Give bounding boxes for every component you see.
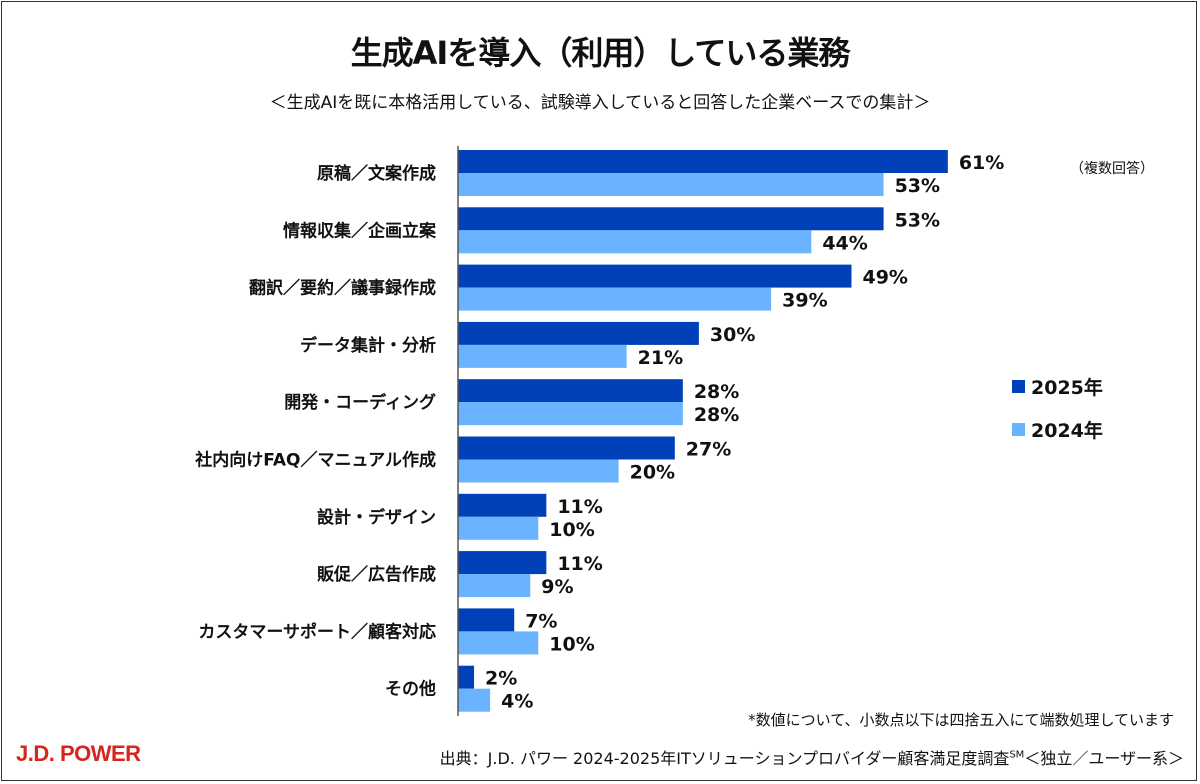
value-label: 28% <box>694 404 739 426</box>
legend-swatch-2024 <box>1012 423 1025 436</box>
source-note: 出典：J.D. パワー 2024-2025年ITソリューションプロバイダー顧客満… <box>440 745 1184 769</box>
bar-2024-6 <box>458 516 539 540</box>
category-label: データ集計・分析 <box>300 335 436 356</box>
value-label: 7% <box>525 610 557 632</box>
value-label: 4% <box>501 691 533 713</box>
value-label: 44% <box>822 232 867 254</box>
bar-2025-7 <box>458 551 547 575</box>
bar-2025-3 <box>458 321 699 345</box>
legend-item-2025: 2025年 <box>1012 373 1103 400</box>
category-label: 翻訳／要約／議事録作成 <box>249 278 436 299</box>
value-label: 10% <box>549 633 594 655</box>
value-label: 11% <box>557 553 602 575</box>
value-label: 20% <box>630 462 675 484</box>
category-label: 販促／広告作成 <box>317 564 436 585</box>
bar-2025-5 <box>458 436 675 460</box>
value-label: 53% <box>895 175 940 197</box>
value-label: 53% <box>895 209 940 231</box>
category-label: 原稿／文案作成 <box>317 163 436 184</box>
bar-2024-1 <box>458 230 812 254</box>
value-label: 2% <box>485 668 517 690</box>
category-label: 設計・デザイン <box>317 507 436 528</box>
value-label: 28% <box>694 381 739 403</box>
bar-2025-8 <box>458 608 515 632</box>
legend-swatch-2025 <box>1012 380 1025 393</box>
bar-2025-0 <box>458 150 948 173</box>
legend-label-2024: 2024年 <box>1031 420 1103 442</box>
category-label: その他 <box>385 679 436 700</box>
bar-2024-7 <box>458 574 531 598</box>
bar-2024-5 <box>458 459 619 483</box>
bar-2024-0 <box>458 173 884 196</box>
multiple-answers-note: （複数回答） <box>1070 161 1154 177</box>
value-label: 11% <box>557 496 602 518</box>
value-label: 30% <box>710 324 755 346</box>
bar-2024-8 <box>458 631 539 655</box>
category-label: 社内向けFAQ／マニュアル作成 <box>194 450 436 471</box>
bar-2025-4 <box>458 379 683 403</box>
footnote: *数値について、小数点以下は四捨五入にて端数処理しています <box>748 711 1174 729</box>
legend-item-2024: 2024年 <box>1012 416 1103 443</box>
value-label: 49% <box>862 267 907 289</box>
bar-2024-3 <box>458 344 627 368</box>
category-label: カスタマーサポート／顧客対応 <box>198 621 436 642</box>
legend-label-2025: 2025年 <box>1031 377 1103 399</box>
bar-2025-6 <box>458 493 547 517</box>
bar-2024-2 <box>458 287 772 311</box>
bar-2025-9 <box>458 665 475 689</box>
value-label: 10% <box>549 519 594 541</box>
bar-2024-9 <box>458 688 491 712</box>
value-label: 27% <box>686 439 731 461</box>
value-label: 39% <box>782 290 827 312</box>
bar-2025-1 <box>458 207 884 231</box>
category-label: 開発・コーディング <box>284 392 436 413</box>
category-label: 情報収集／企画立案 <box>283 220 437 241</box>
bar-2024-4 <box>458 402 683 426</box>
source-suffix: ＜独立／ユーザー系＞ <box>1024 749 1184 768</box>
source-text: 出典：J.D. パワー 2024-2025年ITソリューションプロバイダー顧客満… <box>439 749 1010 768</box>
value-label: 61% <box>959 152 1004 174</box>
chart-subtitle: ＜生成AIを既に本格活用している、試験導入していると回答した企業ベースでの集計＞ <box>269 93 931 113</box>
chart-title: 生成AIを導入（利用）している業務 <box>350 34 851 72</box>
jd-power-logo: J.D. POWER <box>16 741 141 766</box>
source-sup: SM <box>1009 749 1025 761</box>
bar-2025-2 <box>458 264 852 288</box>
value-label: 21% <box>638 347 683 369</box>
value-label: 9% <box>541 576 573 598</box>
